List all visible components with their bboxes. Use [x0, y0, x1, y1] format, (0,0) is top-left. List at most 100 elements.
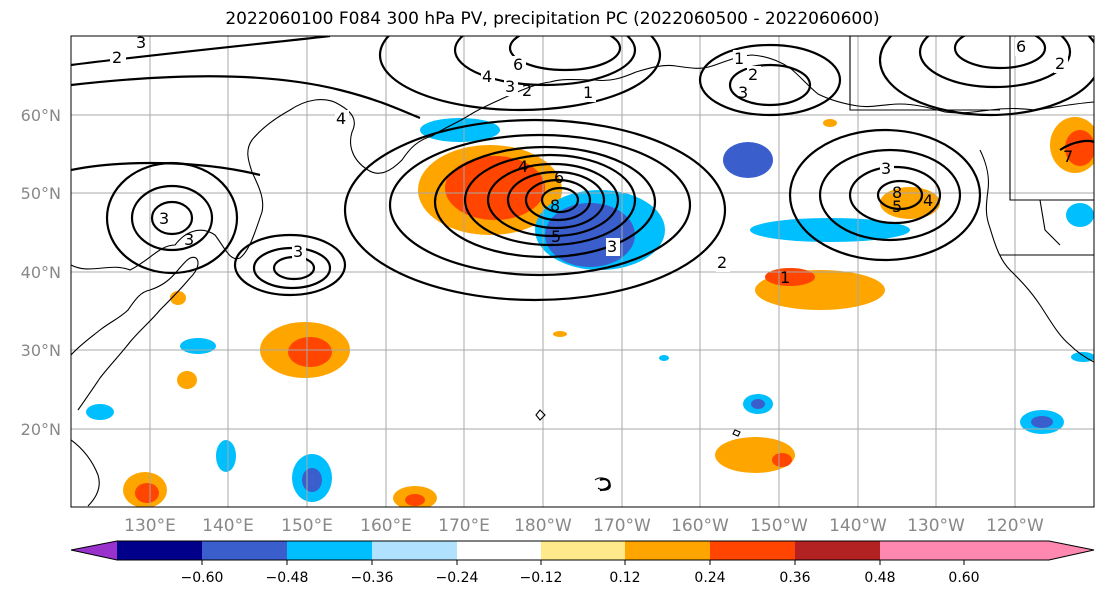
map-title: 2022060100 F084 300 hPa PV, precipitatio…	[225, 9, 880, 29]
colorbar-swatch	[287, 541, 372, 560]
colorbar-swatch	[880, 541, 964, 560]
pv-contour	[878, 36, 1094, 117]
contour-label: 6	[513, 55, 523, 74]
lon-label: 170°E	[438, 516, 490, 536]
colorbar-tick-label: −0.60	[181, 570, 224, 586]
pv-contour	[71, 75, 421, 120]
map-panel: 2 3 6 4 3 2 1 1 2 3 6 2	[70, 33, 1095, 508]
pv-contour	[1059, 139, 1094, 151]
pos-anomaly-orange	[823, 119, 837, 127]
lat-label-40n: 40°N	[21, 263, 61, 282]
colorbar-outline	[70, 540, 1095, 561]
colorbar-tick-label: 0.48	[864, 570, 895, 586]
contour-label: 6	[1016, 37, 1026, 56]
colorbar-swatch	[625, 541, 710, 560]
lon-label: 160°E	[360, 516, 412, 536]
contour-label: 3	[738, 83, 748, 102]
pv-contour	[506, 170, 606, 230]
pv-contour	[818, 148, 962, 242]
contour-label: 8	[550, 196, 560, 215]
contour-label: 4	[923, 191, 933, 210]
pos-anomaly-red	[445, 156, 545, 220]
pv-contour	[848, 165, 942, 225]
colorbar-swatch	[710, 541, 795, 560]
lon-label: 160°W	[671, 516, 729, 536]
pv-contours	[71, 36, 1094, 492]
lon-label: 140°W	[829, 516, 887, 536]
pv-contour	[788, 128, 982, 262]
pv-contour	[599, 477, 611, 492]
pv-contour	[343, 118, 727, 302]
pos-anomaly-orange	[553, 331, 567, 337]
lon-labels: 130°E 140°E 150°E 160°E 170°E 180°W 170°…	[124, 516, 1044, 536]
contour-label: 7	[1063, 147, 1073, 166]
neg-anomaly-blue	[723, 142, 773, 178]
lon-label: 130°E	[124, 516, 176, 536]
pos-anomaly-red	[405, 494, 425, 506]
lat-label-30n: 30°N	[21, 341, 61, 360]
pos-anomaly-red	[772, 453, 792, 467]
lat-label-60n: 60°N	[21, 106, 61, 125]
border-lines	[1000, 199, 1094, 256]
island	[732, 429, 741, 437]
colorbar-tick-label: 0.24	[694, 570, 725, 586]
lon-label: 130°W	[907, 516, 965, 536]
neg-anomaly-cyan	[180, 338, 216, 354]
pos-anomaly-red	[1065, 130, 1094, 166]
colorbar-tick-label: −0.12	[520, 570, 563, 586]
island	[535, 409, 546, 421]
contour-label: 5	[551, 227, 561, 246]
pv-contour	[71, 36, 331, 67]
pv-contour	[150, 200, 194, 236]
pv-contour	[378, 36, 662, 112]
contour-label: 1	[583, 83, 593, 102]
pv-contour	[388, 133, 692, 277]
contour-label: 8	[892, 183, 902, 202]
contour-label: 2	[112, 48, 122, 67]
colorbar-tick-label: −0.48	[266, 570, 309, 586]
colorbar: −0.60 −0.48 −0.36 −0.24 −0.12 0.12 0.24 …	[70, 540, 1095, 586]
lon-label: 140°E	[202, 516, 254, 536]
contour-label: 2	[717, 253, 727, 272]
colorbar-tick-label: −0.36	[351, 570, 394, 586]
pv-contour	[876, 179, 924, 211]
lat-labels: 60°N 50°N 40°N 30°N 20°N	[21, 106, 61, 439]
contour-label: 3	[136, 33, 146, 52]
contour-label: 5	[892, 197, 902, 216]
contour-label: 3	[607, 237, 617, 256]
contour-label: 2	[1055, 54, 1065, 73]
contour-label: 3	[184, 230, 194, 249]
colorbar-swatch	[372, 541, 457, 560]
pv-contour	[71, 161, 261, 177]
colorbar-extend-low	[71, 541, 117, 560]
pv-contour	[953, 36, 1047, 70]
contour-label: 3	[293, 242, 303, 261]
lon-label: 180°W	[514, 516, 572, 536]
colorbar-swatch	[202, 541, 287, 560]
gridlines	[71, 36, 1094, 507]
coastline-north-pacific	[71, 54, 1094, 271]
neg-anomaly-cyan	[216, 440, 236, 472]
lon-label: 150°E	[281, 516, 333, 536]
border-lines	[849, 36, 1094, 201]
pos-anomaly-orange	[880, 187, 940, 219]
lon-label: 120°W	[986, 516, 1044, 536]
neg-anomaly-cyan	[659, 355, 669, 361]
contour-label: 4	[518, 157, 528, 176]
contour-label: 3	[159, 209, 169, 228]
neg-anomaly-blue	[302, 468, 322, 492]
contour-label: 6	[554, 168, 564, 187]
pv-contour	[698, 43, 842, 117]
colorbar-tick-label: 0.36	[779, 570, 810, 586]
pv-contour	[433, 145, 657, 259]
neg-anomaly-cyan	[1066, 203, 1094, 227]
colorbar-extend-high	[964, 541, 1094, 560]
contour-labels: 2 3 6 4 3 2 1 1 2 3 6 2	[110, 33, 1073, 287]
pv-contour	[524, 178, 592, 222]
pv-contour	[728, 63, 812, 107]
pv-contour	[453, 36, 637, 87]
pos-anomaly-orange	[170, 291, 186, 305]
colorbar-swatch	[541, 541, 625, 560]
pv-contour	[540, 186, 580, 214]
colorbar-swatch	[457, 541, 541, 560]
